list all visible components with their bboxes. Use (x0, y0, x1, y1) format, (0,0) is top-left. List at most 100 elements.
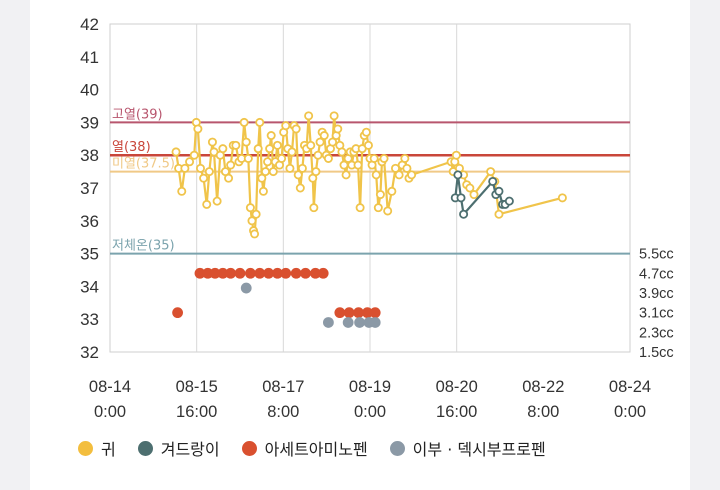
x-tick-label: 16:00 (436, 403, 477, 421)
x-tick-label: 8:00 (267, 403, 299, 421)
x-tick-label: 0:00 (614, 403, 646, 421)
reference-line-label: 저체온(35) (112, 239, 175, 254)
x-tick-label: 8:00 (527, 403, 559, 421)
data-point-ear (195, 163, 205, 173)
data-point-ear (185, 157, 195, 167)
data-point-forehead (494, 186, 504, 196)
data-point-ear (207, 137, 217, 147)
data-point-ear (266, 131, 276, 141)
data-point-ear (251, 209, 261, 219)
y-tick-label: 33 (80, 310, 99, 329)
data-point-ear (323, 153, 333, 163)
x-tick-label: 08-14 (89, 378, 131, 396)
dose-point-acetaminophen (280, 267, 292, 279)
x-tick-label: 0:00 (94, 403, 126, 421)
y-tick-label: 36 (80, 212, 99, 231)
data-point-ear (287, 147, 297, 157)
data-point-ear (258, 186, 268, 196)
data-point-ear (387, 186, 397, 196)
x-tick-label: 08-17 (262, 378, 304, 396)
x-tick-label: 08-20 (436, 378, 478, 396)
data-point-ear (212, 196, 222, 206)
data-point-ear (341, 170, 351, 180)
y-tick-label: 41 (80, 48, 99, 67)
data-point-ear (329, 111, 339, 121)
data-point-ear (291, 124, 301, 134)
data-point-ear (224, 173, 234, 183)
data-point-ear (272, 140, 282, 150)
x-tick-label: 08-22 (522, 378, 564, 396)
x-tick-label: 0:00 (354, 403, 386, 421)
data-point-ear (319, 131, 329, 141)
legend-item-acetaminophen[interactable]: 아세트아미노펜 (241, 436, 368, 460)
right-axis-label: 2.3cc (639, 325, 674, 341)
y-tick-label: 40 (80, 81, 99, 100)
x-tick-label: 08-24 (609, 378, 651, 396)
data-point-forehead (504, 196, 514, 206)
data-point-ear (315, 137, 325, 147)
chart-legend: 귀 겨드랑이 아세트아미노펜 이부 · 덱시부프로펜 (78, 436, 546, 460)
data-point-ear (285, 163, 295, 173)
data-point-ear (180, 163, 190, 173)
right-axis-label: 3.9cc (639, 286, 674, 302)
reference-line-label: 미열(37.5) (112, 157, 175, 172)
data-point-ear (253, 144, 263, 154)
data-point-ear (293, 170, 303, 180)
data-point-ear (400, 153, 410, 163)
dose-point-acetaminophen (334, 307, 346, 319)
series-line-ear (174, 114, 563, 236)
data-point-ear (202, 199, 212, 209)
data-point-ear (265, 144, 275, 154)
data-point-ear (268, 167, 278, 177)
y-tick-label: 39 (80, 113, 99, 132)
data-point-ear (257, 173, 267, 183)
dose-point-ibuprofen (369, 317, 381, 328)
data-point-ear (247, 216, 257, 226)
data-point-ear (304, 111, 314, 121)
legend-item-ibuprofen[interactable]: 이부 · 덱시부프로펜 (389, 436, 546, 460)
dose-point-acetaminophen (343, 307, 355, 319)
data-point-ear (494, 209, 504, 219)
data-point-ear (451, 150, 461, 160)
dose-point-acetaminophen (209, 267, 221, 279)
dose-point-acetaminophen (234, 267, 246, 279)
legend-swatch-acetaminophen (241, 440, 257, 456)
legend-label-acetaminophen: 아세트아미노펜 (264, 440, 368, 459)
dose-point-acetaminophen (225, 267, 237, 279)
y-tick-label: 35 (80, 245, 99, 264)
dose-point-acetaminophen (272, 267, 283, 279)
legend-swatch-ibuprofen (389, 440, 405, 456)
legend-item-ear[interactable]: 귀 (78, 436, 116, 460)
data-point-ear (486, 167, 496, 177)
legend-label-armpit: 겨드랑이 (160, 440, 220, 459)
right-axis-label: 5.5cc (639, 247, 674, 263)
legend-swatch-ear (78, 440, 93, 456)
legend-label-ibuprofen: 이부 · 덱시부프로펜 (412, 440, 546, 459)
reference-line-label: 열(38) (112, 140, 151, 155)
data-point-ear (243, 153, 253, 163)
data-point-ear (390, 163, 400, 173)
chart-card: 32 33 34 35 36 37 38 39 40 41 42 5.5cc 4.7cc 3.9cc 3.1… (30, 0, 690, 490)
dose-point-acetaminophen (263, 267, 274, 279)
dose-point-acetaminophen (194, 267, 206, 279)
y-tick-label: 38 (80, 146, 99, 165)
legend-item-armpit[interactable]: 겨드랑이 (137, 436, 220, 460)
dose-point-acetaminophen (310, 267, 321, 279)
data-point-ear (337, 147, 347, 157)
dose-point-acetaminophen (317, 267, 329, 279)
data-point-ear (306, 140, 316, 150)
data-point-ear (245, 203, 255, 213)
data-point-ear (469, 190, 479, 200)
data-point-ear (171, 147, 181, 157)
reference-line-label: 고열(39) (112, 107, 163, 122)
dose-point-acetaminophen (353, 307, 364, 319)
x-tick-label: 08-19 (349, 378, 391, 396)
legend-label-ear: 귀 (101, 440, 116, 459)
data-point-ear (277, 153, 287, 163)
data-point-ear (369, 153, 379, 163)
dose-point-acetaminophen (300, 267, 311, 279)
y-tick-label: 42 (80, 15, 99, 34)
x-tick-label: 16:00 (176, 403, 217, 421)
data-point-ear (177, 186, 187, 196)
data-point-ear (204, 167, 214, 177)
